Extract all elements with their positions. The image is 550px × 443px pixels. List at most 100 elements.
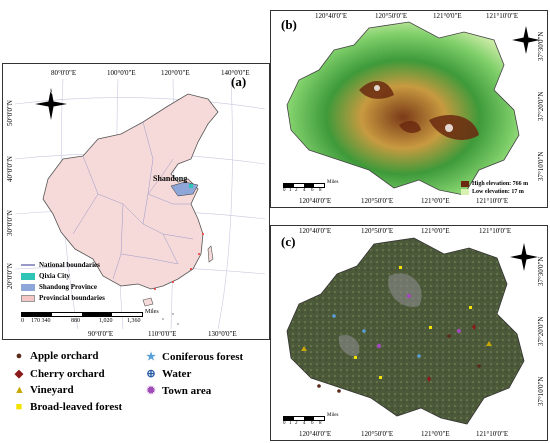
coord-bottom-3: 121°0'0"E xyxy=(421,430,450,438)
panel-a-map: (a) 80°0'0"E 100°0'0"E 120°0'0"E 140°0'0… xyxy=(2,63,270,340)
qixia-elevation-shape xyxy=(286,21,520,195)
scale-tick: 880 xyxy=(71,318,80,324)
water-icon: ⊕ xyxy=(146,368,156,380)
legend-label: National boundaries xyxy=(39,261,100,269)
town-points xyxy=(376,293,462,349)
town-area-icon: ✹ xyxy=(146,385,156,397)
legend-vineyard: ▲ Vineyard xyxy=(14,384,74,396)
qixia-swatch xyxy=(21,272,35,280)
coord-bottom-3: 121°0'0"E xyxy=(421,197,450,205)
coord-top-1: 120°40'0"E xyxy=(315,12,348,20)
coord-top-2: 100°0'0"E xyxy=(107,69,136,77)
legend-label: Water xyxy=(162,367,192,380)
scale-tick: 8 xyxy=(319,421,322,426)
apple-points xyxy=(317,334,481,393)
legend-broad-leaved-forest: ■ Broad-leaved forest xyxy=(14,401,123,413)
scale-unit: Miles xyxy=(145,309,159,315)
coord-bottom-4: 121°10'0"E xyxy=(476,197,509,205)
coniferous-forest-icon: ★ xyxy=(146,351,156,363)
coord-bottom-3: 130°0'0"E xyxy=(208,330,237,338)
scale-tick: 1 xyxy=(289,188,292,193)
legend-label: Apple orchard xyxy=(30,350,99,362)
legend-national-boundaries: National boundaries xyxy=(21,261,100,269)
coord-top-1: 120°40'0"E xyxy=(299,227,332,235)
scale-bar-a: Miles 0 170 340 880 1,020 1,360 xyxy=(21,309,161,328)
coniferous-points xyxy=(332,314,421,358)
qixia-city xyxy=(189,184,193,188)
broad-leaved-points xyxy=(354,266,472,379)
legend-water: ⊕ Water xyxy=(146,367,192,381)
china-map xyxy=(14,78,266,330)
scale-tick: 8 xyxy=(319,188,322,193)
coord-bottom-1: 90°0'0"E xyxy=(88,330,114,338)
coord-top-1: 80°0'0"E xyxy=(51,69,77,77)
legend-label: Shandong Province xyxy=(39,283,98,291)
scale-tick: 4 xyxy=(303,188,306,193)
panel-c-label: (c) xyxy=(281,234,296,249)
panel-b-map: (b) 120°40'0"E 120°50'0"E 121°0'0"E 121°… xyxy=(270,10,548,208)
coord-top-3: 120°0'0"E xyxy=(161,69,190,77)
elevation-high-label: High elevation: 766 m xyxy=(472,181,529,187)
scale-unit: Miles xyxy=(327,413,339,418)
scale-tick: 0 xyxy=(21,318,24,324)
land-use-map xyxy=(286,237,525,425)
vineyard-points xyxy=(301,341,492,351)
scale-tick: 6 xyxy=(311,421,314,426)
shandong-label: Shandong xyxy=(153,174,188,183)
compass-icon xyxy=(510,243,538,271)
legend-qixia-city: Qixia City xyxy=(21,272,70,280)
legend-label: Coniferous forest xyxy=(162,350,244,363)
coord-bottom-1: 120°40'0"E xyxy=(299,197,332,205)
cherry-points xyxy=(427,324,476,382)
scale-tick: 1,020 xyxy=(99,318,113,324)
qixia-land-shape xyxy=(286,237,525,425)
scale-bar-b: Miles 0 1 2 4 6 8 xyxy=(283,180,343,195)
legend-apple-orchard: ● Apple orchard xyxy=(14,350,99,362)
legend-label: Broad-leaved forest xyxy=(30,401,123,413)
legend-provincial-boundaries: Provincial boundaries xyxy=(21,294,105,302)
panel-a-label: (a) xyxy=(231,74,247,89)
shandong-swatch xyxy=(21,283,35,291)
provincial-swatch xyxy=(21,294,35,302)
coord-top-2: 120°50'0"E xyxy=(375,12,408,20)
scale-tick: 1,360 xyxy=(127,318,141,324)
coord-top-2: 120°50'0"E xyxy=(361,227,394,235)
scale-tick: 1 xyxy=(289,421,292,426)
scale-tick: 2 xyxy=(295,188,298,193)
legend-coniferous-forest: ★ Coniferous forest xyxy=(146,350,244,364)
coord-top-3: 121°0'0"E xyxy=(421,227,450,235)
scale-tick: 2 xyxy=(295,421,298,426)
vineyard-icon: ▲ xyxy=(14,384,25,396)
scale-tick: 4 xyxy=(303,421,306,426)
scale-bar-c: Miles 0 1 2 4 6 8 xyxy=(283,413,343,428)
coord-bottom-2: 110°0'0"E xyxy=(148,330,177,338)
elevation-legend: High elevation: 766 m Low elevation: 17 … xyxy=(461,181,528,195)
legend-label: Provincial boundaries xyxy=(39,294,105,302)
legend-label: Cherry orchard xyxy=(30,367,105,380)
scale-tick: 0 xyxy=(283,188,286,193)
svg-text:N: N xyxy=(49,90,53,96)
scale-unit: Miles xyxy=(327,180,339,185)
compass-icon xyxy=(512,26,540,54)
coord-top-3: 121°0'0"E xyxy=(433,12,462,20)
elevation-low-label: Low elevation: 17 m xyxy=(472,189,524,195)
legend-cherry-orchard: ◆ Cherry orchard xyxy=(14,367,105,381)
broad-leaved-forest-icon: ■ xyxy=(15,401,23,413)
scale-tick: 0 xyxy=(283,421,286,426)
legend-label: Vineyard xyxy=(30,384,74,396)
panel-b-label: (b) xyxy=(281,17,297,32)
coord-bottom-2: 120°50'0"E xyxy=(361,430,394,438)
legend-label: Town area xyxy=(162,384,212,397)
national-boundaries-swatch xyxy=(21,264,35,266)
legend-town-area: ✹ Town area xyxy=(146,384,212,398)
elevation-map xyxy=(286,21,520,195)
coord-bottom-2: 120°50'0"E xyxy=(361,197,394,205)
scale-tick: 6 xyxy=(311,188,314,193)
coord-bottom-4: 121°10'0"E xyxy=(476,430,509,438)
legend-label: Qixia City xyxy=(39,272,70,280)
cherry-orchard-icon: ◆ xyxy=(14,368,24,380)
coord-top-4: 121°10'0"E xyxy=(486,12,519,20)
china-outline xyxy=(42,93,219,290)
coord-top-4: 121°10'0"E xyxy=(479,227,512,235)
coord-top-4: 140°0'0"E xyxy=(221,69,250,77)
